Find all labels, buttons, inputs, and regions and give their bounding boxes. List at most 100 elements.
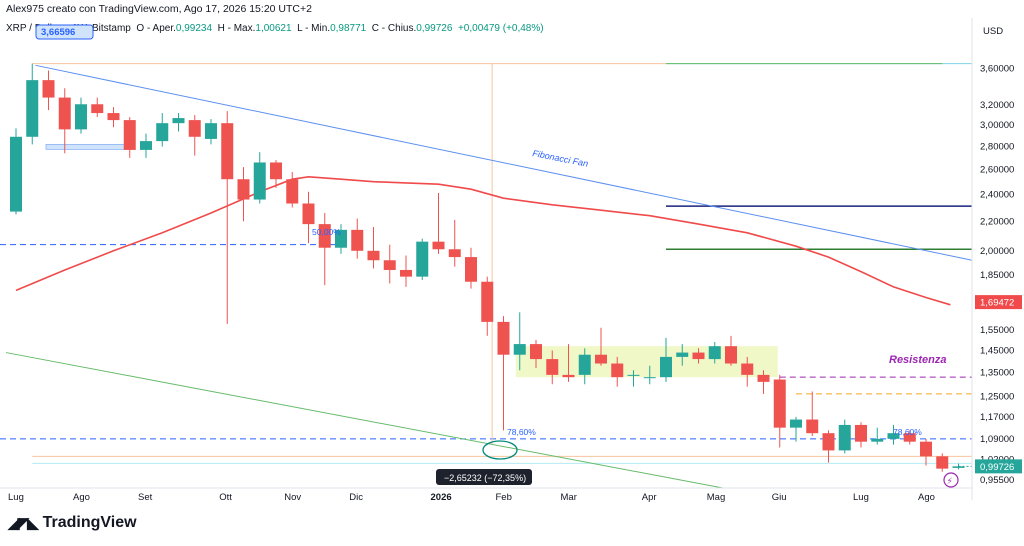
candle-body[interactable] — [513, 344, 526, 355]
currency-label: USD — [983, 26, 1004, 37]
lightning-icon[interactable] — [943, 472, 959, 488]
candle-body[interactable] — [172, 118, 185, 124]
candle-body[interactable] — [725, 346, 737, 364]
price-tick-label: 3,00000 — [980, 120, 1014, 131]
candle-body[interactable] — [546, 359, 559, 375]
time-tick-label: Ago — [918, 492, 935, 503]
candle-body[interactable] — [286, 179, 299, 204]
candle-body[interactable] — [773, 379, 786, 428]
candle-body[interactable] — [692, 352, 705, 360]
candle-body[interactable] — [676, 352, 689, 357]
price-tick-label: 2,60000 — [980, 165, 1014, 176]
candle-body[interactable] — [107, 113, 120, 121]
candle-body[interactable] — [123, 120, 136, 150]
price-tick-label: 3,20000 — [980, 100, 1014, 111]
candle-body[interactable] — [367, 250, 380, 261]
candle-body[interactable] — [530, 344, 542, 360]
time-tick-label: Set — [138, 492, 153, 503]
high-label-text: 3,66596 — [41, 27, 75, 38]
ma-price-tag-label: 1,69472 — [980, 298, 1014, 309]
candle-body[interactable] — [497, 321, 510, 355]
candle-body[interactable] — [595, 354, 607, 364]
candle-body[interactable] — [75, 104, 87, 130]
time-tick-label: Mag — [707, 492, 725, 503]
candle-body[interactable] — [481, 281, 494, 322]
price-tick-label: 2,80000 — [980, 142, 1014, 153]
candle-body[interactable] — [822, 433, 835, 451]
candle-body[interactable] — [448, 249, 461, 258]
change-value: +0,00479 (+0,48%) — [457, 23, 544, 34]
candle-body[interactable] — [708, 346, 721, 360]
tradingview-brand[interactable]: ◢◤◣ TradingView — [8, 514, 137, 532]
candle-body[interactable] — [205, 123, 217, 139]
candle-body[interactable] — [920, 441, 932, 457]
candle-body[interactable] — [627, 374, 640, 376]
lower-trendline — [5, 352, 723, 489]
candle-body[interactable] — [237, 179, 250, 200]
lightning-icon-glyph: ⚡ — [947, 477, 953, 487]
candle-body[interactable] — [318, 224, 331, 248]
candle-body[interactable] — [156, 123, 169, 142]
candle-body[interactable] — [188, 120, 201, 137]
price-tick-label: 1,55000 — [980, 325, 1014, 336]
candle-body[interactable] — [270, 162, 282, 180]
candle-body[interactable] — [10, 136, 22, 212]
candle-body[interactable] — [757, 374, 770, 382]
price-tick-label: 1,09000 — [980, 434, 1014, 445]
candle-body[interactable] — [335, 229, 347, 248]
candle-body[interactable] — [887, 433, 900, 439]
candle-body[interactable] — [91, 104, 104, 114]
candle-body[interactable] — [465, 257, 477, 282]
candle-body[interactable] — [351, 229, 364, 251]
fib-level-label: 50,00% — [312, 227, 341, 237]
candle-body[interactable] — [903, 433, 916, 442]
candle-body[interactable] — [952, 466, 965, 468]
candle-body[interactable] — [562, 374, 575, 378]
candle-body[interactable] — [42, 80, 55, 98]
small-range-box — [45, 143, 127, 150]
candle-body[interactable] — [611, 363, 624, 378]
candle-body[interactable] — [806, 419, 819, 434]
candle-body[interactable] — [253, 162, 266, 200]
close-value: 0,99726 — [416, 23, 453, 34]
annotations: Fibonacci Fan Resistenza 78,60% 78,60% 50,00… — [35, 24, 1022, 488]
candle-body[interactable] — [383, 260, 396, 270]
candle-body[interactable] — [578, 354, 591, 375]
candle-body[interactable] — [643, 377, 656, 379]
candle-body[interactable] — [660, 356, 672, 378]
candle-body[interactable] — [855, 424, 867, 442]
tradingview-logo-icon: ◢◤◣ — [8, 515, 39, 532]
candle-body[interactable] — [838, 424, 851, 451]
price-tick-label: 3,60000 — [980, 64, 1014, 75]
candle-body[interactable] — [140, 141, 152, 150]
candle-body[interactable] — [221, 123, 234, 180]
candle-body[interactable] — [302, 203, 315, 225]
time-tick-label: 2026 — [431, 492, 452, 503]
time-tick-label: Ott — [219, 492, 232, 503]
time-tick-label: Dic — [349, 492, 363, 503]
high-label-box — [35, 24, 94, 40]
close-label: C - Chius. — [371, 23, 417, 34]
candle-body[interactable] — [936, 456, 949, 469]
ma-price-tag — [975, 295, 1022, 310]
candle-body[interactable] — [790, 419, 802, 428]
candle-body[interactable] — [58, 97, 71, 130]
price-tick-label: 1,35000 — [980, 368, 1014, 379]
price-tick-label: 1,17000 — [980, 412, 1014, 423]
price-tick-label: 0,95500 — [980, 475, 1014, 486]
measure-label-box — [436, 469, 532, 485]
measure-label-text: −2,65232 (−72,35%) — [444, 473, 526, 483]
time-tick-label: Nov — [284, 492, 301, 503]
time-tick-label: Mar — [561, 492, 577, 503]
time-tick-label: Apr — [642, 492, 657, 503]
time-tick-label: Feb — [496, 492, 512, 503]
candle-body[interactable] — [416, 241, 429, 277]
time-tick-label: Lug — [8, 492, 24, 503]
candle-body[interactable] — [871, 438, 884, 442]
candle-body[interactable] — [26, 80, 39, 137]
candle-body[interactable] — [432, 241, 445, 250]
last-price-tag-label: 0,99726 — [980, 462, 1014, 473]
candle-body[interactable] — [741, 363, 754, 375]
candle-body[interactable] — [400, 269, 412, 277]
